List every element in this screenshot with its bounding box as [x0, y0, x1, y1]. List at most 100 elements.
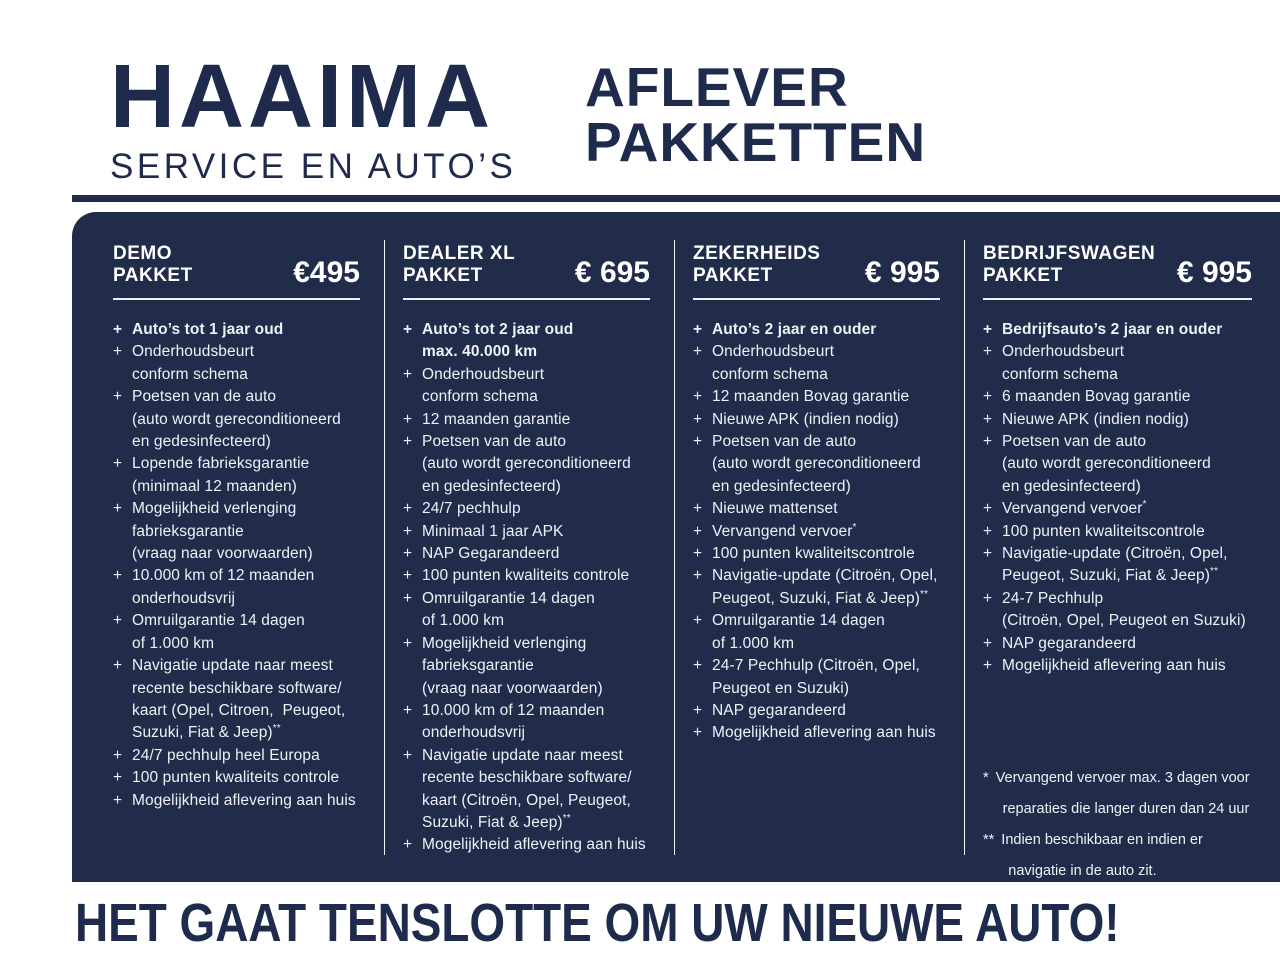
feature-item: + NAP gegarandeerd [693, 700, 940, 722]
feature-item: + Minimaal 1 jaar APK [403, 521, 650, 543]
package-name-line: PAKKET [693, 265, 773, 286]
feature-line: max. 40.000 km [422, 343, 538, 361]
feature-line: Nieuwe APK (indien nodig) [1002, 410, 1189, 428]
package-header: DEALER XL PAKKET € 695 [403, 243, 650, 289]
feature-item: + Navigatie-update (Citroën, Opel, Peugeot… [983, 543, 1252, 588]
feature-line: 100 punten kwaliteitscontrole [1002, 522, 1205, 540]
package-name: DEALER XL PAKKET [403, 243, 515, 287]
feature-item-text: Mogelijkheid aflevering aan huis [1002, 655, 1226, 677]
feature-line: fabrieksgarantie [132, 522, 244, 540]
feature-line: Peugeot, Suzuki, Fiat & Jeep)** [1002, 566, 1218, 585]
feature-line: of 1.000 km [712, 634, 795, 652]
feature-line: 24/7 pechhulp heel Europa [132, 746, 320, 764]
feature-item: + Poetsen van de auto (auto wordt gerecond… [403, 431, 650, 498]
feature-line: Auto’s tot 2 jaar oud [422, 321, 574, 338]
feature-line: Navigatie update naar meest [132, 657, 333, 675]
accent-bar [72, 195, 1280, 202]
package-header: BEDRIJFSWAGEN PAKKET € 995 [983, 243, 1252, 288]
page-title-line1: AFLEVER [585, 56, 849, 118]
footnote: ** Indien beschikbaar en indien er navigat… [983, 825, 1260, 887]
feature-line: (auto wordt gereconditioneerd [422, 455, 631, 473]
feature-line: Mogelijkheid aflevering aan huis [1002, 657, 1226, 675]
feature-item-text: Onderhoudsbeurt conform schema [712, 341, 834, 386]
plus-bullet-icon: + [403, 410, 413, 428]
feature-item: +6 maanden Bovag garantie [983, 386, 1252, 408]
plus-bullet-icon: + [983, 500, 993, 518]
package-header: DEMO PAKKET €495 [113, 243, 360, 289]
package-column: DEMO PAKKET €495 + Auto’s tot 1 jaar oud + Ond… [72, 212, 385, 882]
feature-line: Navigatie-update (Citroën, Opel, [712, 567, 938, 585]
plus-bullet-icon: + [403, 365, 413, 383]
plus-bullet-icon: + [693, 321, 703, 338]
feature-item-text: Vervangend vervoer* [712, 521, 857, 543]
feature-item-text: 24/7 pechhulp [422, 498, 521, 520]
plus-bullet-icon: + [403, 522, 413, 540]
feature-line: Peugeot en Suzuki) [712, 679, 850, 697]
feature-line: (minimaal 12 maanden) [132, 477, 297, 495]
plus-bullet-icon: + [983, 657, 993, 675]
feature-item-text: 24-7 Pechhulp (Citroën, Opel, Peugeot en … [712, 655, 920, 700]
plus-bullet-icon: + [983, 388, 993, 406]
header-underline [693, 298, 940, 300]
feature-item: + Mogelijkheid aflevering aan huis [403, 834, 650, 856]
dealer-logo-tagline: SERVICE EN AUTO’S [110, 147, 517, 186]
plus-bullet-icon: + [693, 701, 703, 719]
footnote-text: Indien beschikbaar en indien er navigatie… [1001, 825, 1203, 887]
footnote: * Vervangend vervoer max. 3 dagen voor rep… [983, 763, 1260, 825]
plus-bullet-icon: + [983, 522, 993, 540]
feature-line: 24-7 Pechhulp (Citroën, Opel, [712, 657, 920, 675]
feature-line: Onderhoudsbeurt [422, 365, 545, 383]
feature-line: 100 punten kwaliteitscontrole [712, 545, 915, 563]
feature-item-text: 12 maanden Bovag garantie [712, 386, 909, 408]
feature-item-text: Auto’s tot 1 jaar oud [132, 319, 283, 341]
feature-item: + Poetsen van de auto (auto wordt gerecond… [983, 431, 1252, 498]
feature-item: + Omruilgarantie 14 dagen of 1.000 km [113, 610, 360, 655]
feature-item-text: Navigatie update naar meest recente besch… [132, 655, 345, 745]
feature-item-text: 10.000 km of 12 maanden onderhoudsvrij [132, 565, 314, 610]
footnote-line: Vervangend vervoer max. 3 dagen voor [995, 770, 1250, 786]
feature-line: (auto wordt gereconditioneerd [712, 455, 921, 473]
plus-bullet-icon: + [113, 791, 123, 809]
feature-line: Nieuwe APK (indien nodig) [712, 410, 899, 428]
package-column: DEALER XL PAKKET € 695 + Auto’s tot 2 jaar o… [385, 212, 675, 882]
feature-line: 24/7 pechhulp [422, 500, 521, 518]
feature-item: +12 maanden garantie [403, 409, 650, 431]
footnote-line: reparaties die langer duren dan 24 uur [1002, 801, 1250, 817]
feature-line: Suzuki, Fiat & Jeep)** [422, 812, 571, 831]
feature-item-text: Poetsen van de auto (auto wordt gerecondi… [1002, 431, 1211, 498]
feature-line: 10.000 km of 12 maanden [422, 701, 605, 719]
feature-item-text: 100 punten kwaliteitscontrole [712, 543, 915, 565]
feature-line: Omruilgarantie 14 dagen [132, 612, 305, 630]
plus-bullet-icon: + [693, 410, 703, 428]
feature-item: +24/7 pechhulp [403, 498, 650, 520]
feature-line: 12 maanden garantie [422, 410, 571, 428]
header-underline [403, 298, 650, 300]
plus-bullet-icon: + [983, 410, 993, 428]
plus-bullet-icon: + [693, 612, 703, 630]
feature-item: + Mogelijkheid aflevering aan huis [983, 655, 1252, 677]
page-title-line2: PAKKETTEN [585, 111, 927, 173]
feature-item: +100 punten kwaliteits controle [403, 565, 650, 587]
page-title: AFLEVER PAKKETTEN [585, 60, 926, 170]
feature-item: + Mogelijkheid verlenging fabrieksgarantie… [403, 633, 650, 700]
package-price: €495 [293, 256, 360, 289]
feature-item-text: Lopende fabrieksgarantie (minimaal 12 maa… [132, 453, 309, 498]
package-column: BEDRIJFSWAGEN PAKKET € 995 + Bedrijfsauto’s … [965, 212, 1280, 882]
feature-item-text: Auto’s tot 2 jaar oud max. 40.000 km [422, 319, 573, 364]
plus-bullet-icon: + [113, 567, 123, 585]
package-name-line: PAKKET [403, 265, 483, 286]
plus-bullet-icon: + [403, 634, 413, 652]
feature-line: conform schema [132, 365, 248, 383]
plus-bullet-icon: + [693, 433, 703, 451]
feature-item: + Mogelijkheid aflevering aan huis [113, 790, 360, 812]
feature-line: kaart (Opel, Citroen, Peugeot, [132, 701, 346, 719]
feature-line: of 1.000 km [132, 634, 215, 652]
package-name-line: BEDRIJFSWAGEN [983, 243, 1156, 264]
feature-item-text: Minimaal 1 jaar APK [422, 521, 563, 543]
feature-line: Vervangend vervoer* [1002, 499, 1147, 518]
plus-bullet-icon: + [113, 321, 123, 338]
plus-bullet-icon: + [403, 567, 413, 585]
feature-item: + Onderhoudsbeurt conform schema [113, 341, 360, 386]
package-price: € 695 [574, 256, 650, 289]
plus-bullet-icon: + [403, 500, 413, 518]
